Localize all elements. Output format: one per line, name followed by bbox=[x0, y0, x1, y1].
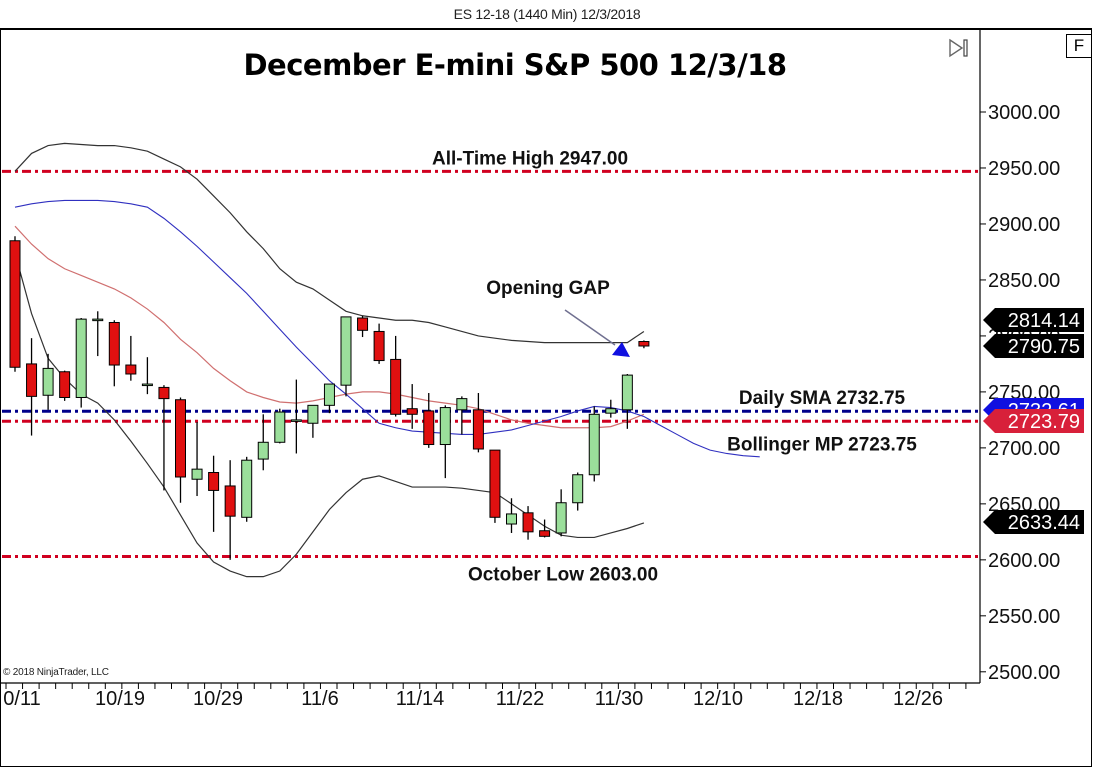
candle[interactable] bbox=[92, 311, 104, 357]
arrow-line bbox=[564, 309, 616, 346]
price-marker-value: 2633.44 bbox=[1008, 512, 1080, 534]
price-tick-label: 2550.00 bbox=[988, 606, 1060, 628]
candle[interactable] bbox=[522, 506, 534, 540]
candle[interactable] bbox=[257, 414, 269, 471]
date-tick-label: 12/26 bbox=[893, 688, 943, 710]
date-tick-label: 11/14 bbox=[396, 688, 445, 710]
candle[interactable] bbox=[423, 393, 435, 448]
price-tick-label: 2900.00 bbox=[988, 214, 1060, 236]
instrument-title: ES 12-18 (1440 Min) 12/3/2018 bbox=[453, 6, 641, 22]
f-button[interactable]: F bbox=[1066, 34, 1092, 58]
price-marker: 2723.79 bbox=[983, 409, 1084, 433]
chart-frame bbox=[0, 28, 1092, 767]
candle[interactable] bbox=[175, 397, 186, 503]
candle[interactable] bbox=[439, 405, 451, 479]
candle[interactable] bbox=[406, 384, 418, 429]
candle[interactable] bbox=[290, 379, 302, 454]
candle[interactable] bbox=[555, 489, 567, 537]
candle[interactable] bbox=[274, 408, 286, 444]
price-marker: 2814.14 bbox=[983, 308, 1084, 332]
date-tick-label: 11/30 bbox=[595, 688, 644, 710]
candle[interactable] bbox=[108, 320, 120, 387]
price-tick-label: 2700.00 bbox=[988, 438, 1060, 460]
price-tick-label: 2500.00 bbox=[988, 662, 1060, 684]
candle[interactable] bbox=[357, 315, 369, 338]
skip-forward-icon bbox=[949, 38, 968, 58]
time-axis[interactable]: 0/11 10/19 10/29 11/6 11/14 11/22 11/30 12/10 12… bbox=[3, 683, 967, 710]
price-marker-value: 2790.75 bbox=[1008, 336, 1080, 358]
price-tick-label: 2600.00 bbox=[988, 550, 1060, 572]
level-label: Daily SMA 2732.75 bbox=[739, 388, 906, 409]
candle[interactable] bbox=[621, 373, 633, 429]
candle[interactable] bbox=[224, 460, 236, 560]
candle[interactable] bbox=[605, 399, 617, 418]
price-tick-label: 2850.00 bbox=[988, 270, 1060, 292]
candle[interactable] bbox=[340, 316, 352, 397]
date-tick-label: 11/22 bbox=[496, 688, 545, 710]
level-label: All-Time High 2947.00 bbox=[432, 148, 628, 169]
date-tick-label: 12/10 bbox=[693, 688, 743, 710]
price-marker: 2633.44 bbox=[983, 510, 1084, 534]
candle[interactable] bbox=[59, 370, 71, 401]
price-marker: 2790.75 bbox=[983, 334, 1084, 358]
opening-gap-label: Opening GAP bbox=[486, 278, 610, 299]
candle[interactable] bbox=[373, 323, 385, 364]
price-marker-value: 2723.79 bbox=[1008, 411, 1080, 433]
date-tick-label: 12/18 bbox=[793, 688, 843, 710]
candle[interactable] bbox=[26, 338, 38, 436]
bollinger-upper-band bbox=[14, 142, 645, 344]
candle[interactable] bbox=[323, 383, 335, 414]
arrow-head-icon bbox=[612, 342, 630, 357]
candle[interactable] bbox=[125, 335, 137, 381]
candle[interactable] bbox=[572, 472, 584, 511]
chart-title: December E-mini S&P 500 12/3/18 bbox=[243, 48, 786, 82]
copyright-notice: © 2018 NinjaTrader, LLC bbox=[3, 667, 109, 678]
date-tick-label: 11/6 bbox=[301, 688, 338, 710]
price-marker-value: 2814.14 bbox=[1008, 310, 1080, 332]
price-tick-label: 2950.00 bbox=[988, 158, 1060, 180]
sma-line bbox=[14, 199, 760, 458]
candle[interactable] bbox=[472, 393, 484, 453]
bollinger-lower-band bbox=[14, 252, 645, 578]
date-tick-label: 10/19 bbox=[95, 688, 145, 710]
candle[interactable] bbox=[390, 335, 402, 417]
candle[interactable] bbox=[489, 449, 501, 523]
price-axis[interactable]: 3000.002950.002900.002850.002800.002750.… bbox=[980, 102, 1060, 684]
level-label: Bollinger MP 2723.75 bbox=[727, 434, 917, 455]
candle[interactable] bbox=[456, 396, 468, 435]
candle[interactable] bbox=[638, 340, 650, 349]
scroll-to-end-button[interactable] bbox=[947, 38, 973, 60]
candle[interactable] bbox=[539, 519, 551, 538]
candle[interactable] bbox=[506, 498, 517, 533]
level-label: October Low 2603.00 bbox=[468, 564, 658, 585]
candle[interactable] bbox=[191, 422, 203, 497]
candle[interactable] bbox=[588, 406, 600, 482]
candle[interactable] bbox=[75, 318, 87, 408]
candle[interactable] bbox=[307, 404, 319, 438]
candle[interactable] bbox=[208, 455, 220, 532]
price-tick-label: 3000.00 bbox=[988, 102, 1060, 124]
candle[interactable] bbox=[42, 353, 54, 410]
candles bbox=[9, 236, 650, 560]
candle[interactable] bbox=[158, 385, 170, 491]
candle[interactable] bbox=[9, 236, 21, 372]
date-tick-label: 10/29 bbox=[193, 688, 243, 710]
candle[interactable] bbox=[141, 357, 153, 395]
date-tick-label: 0/11 bbox=[3, 688, 40, 710]
candle[interactable] bbox=[241, 456, 253, 522]
